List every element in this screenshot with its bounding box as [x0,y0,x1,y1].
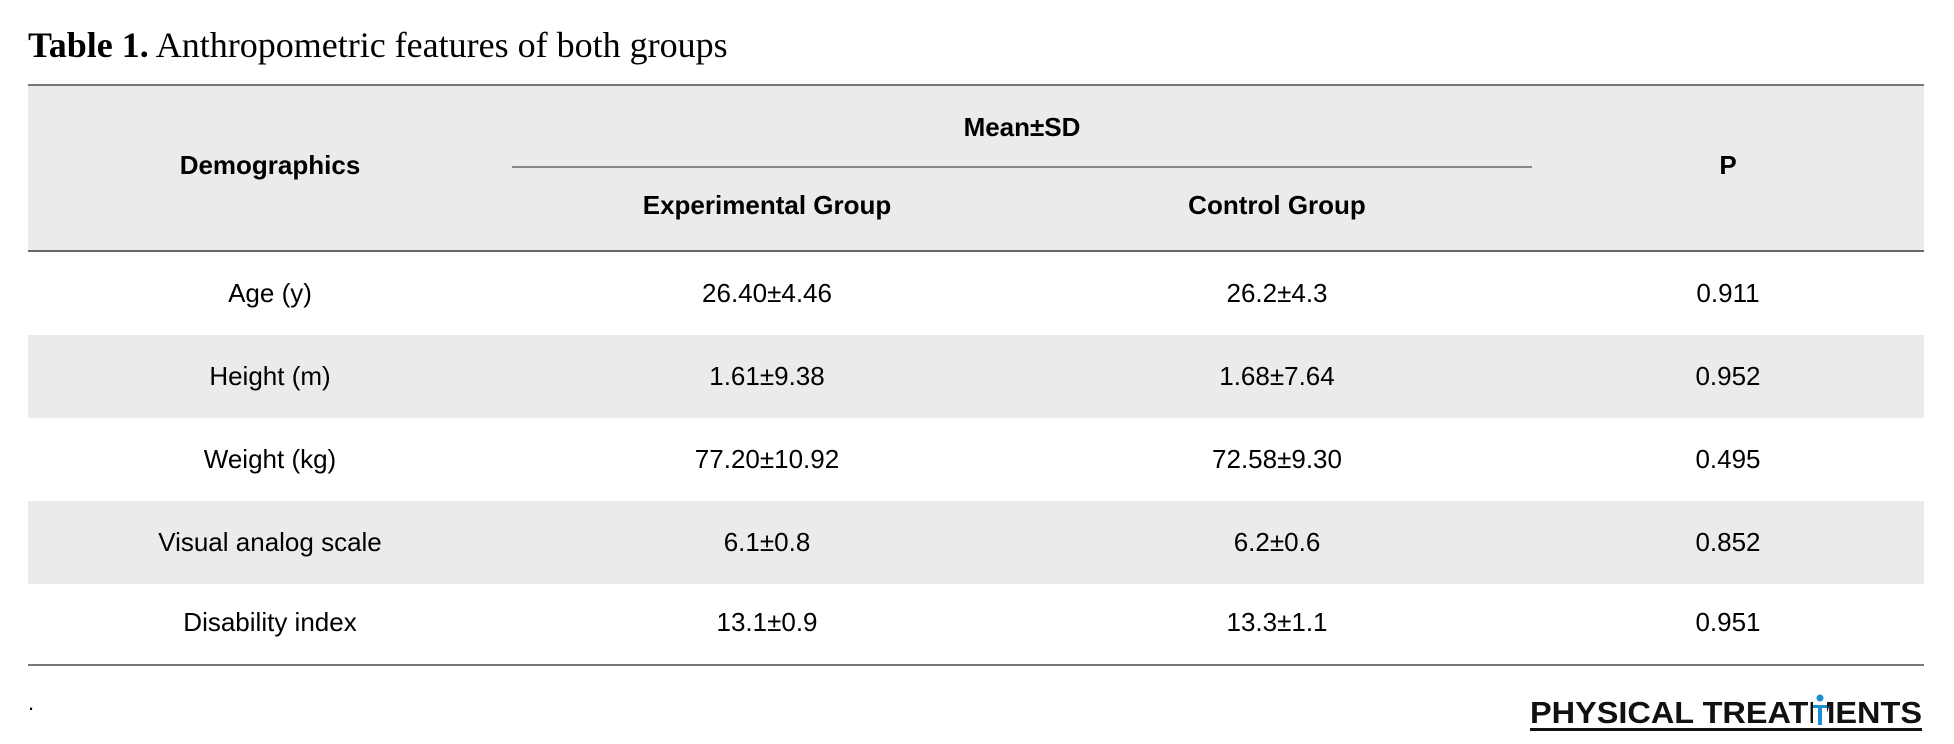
header-span-rule [512,166,1532,168]
control-value: 13.3±1.1 [1022,581,1532,664]
control-value: 6.2±0.6 [1022,501,1532,584]
p-value: 0.952 [1532,335,1924,418]
experimental-value: 6.1±0.8 [512,501,1022,584]
table-bottom-rule [28,664,1924,666]
table-row: Age (y) 26.40±4.46 26.2±4.3 0.911 [28,252,1924,335]
logo-underline [1530,728,1922,731]
caption-title: Anthropometric features of both groups [156,25,728,65]
table-row: Disability index 13.1±0.9 13.3±1.1 0.951 [28,581,1924,664]
table-row: Weight (kg) 77.20±10.92 72.58±9.30 0.495 [28,418,1924,501]
control-value: 72.58±9.30 [1022,418,1532,501]
control-value: 26.2±4.3 [1022,252,1532,335]
table-caption: Table 1. Anthropometric features of both… [28,18,728,72]
experimental-value: 77.20±10.92 [512,418,1022,501]
row-label: Height (m) [28,335,512,418]
header-control-group: Control Group [1022,190,1532,221]
table-row: Height (m) 1.61±9.38 1.68±7.64 0.952 [28,335,1924,418]
footnote-mark: . [28,690,34,716]
row-label: Age (y) [28,252,512,335]
table-row: Visual analog scale 6.1±0.8 6.2±0.6 0.85… [28,501,1924,584]
physical-treatments-logo: PHYSICAL TREATMENTS [1530,692,1922,732]
header-experimental-group: Experimental Group [512,190,1022,221]
caption-label: Table 1. [28,25,149,65]
header-p-value: P [1532,150,1924,181]
experimental-value: 1.61±9.38 [512,335,1022,418]
table-header: Demographics Mean±SD Experimental Group … [28,86,1924,250]
header-mean-sd: Mean±SD [512,112,1532,143]
p-value: 0.852 [1532,501,1924,584]
p-value: 0.951 [1532,581,1924,664]
row-label: Visual analog scale [28,501,512,584]
header-demographics: Demographics [28,150,512,181]
p-value: 0.911 [1532,252,1924,335]
logo-text: PHYSICAL TREATMENTS [1530,695,1922,730]
person-icon [1813,692,1827,726]
control-value: 1.68±7.64 [1022,335,1532,418]
row-label: Weight (kg) [28,418,512,501]
experimental-value: 13.1±0.9 [512,581,1022,664]
experimental-value: 26.40±4.46 [512,252,1022,335]
p-value: 0.495 [1532,418,1924,501]
logo-graphic: PHYSICAL TREATMENTS [1530,692,1922,732]
row-label: Disability index [28,581,512,664]
